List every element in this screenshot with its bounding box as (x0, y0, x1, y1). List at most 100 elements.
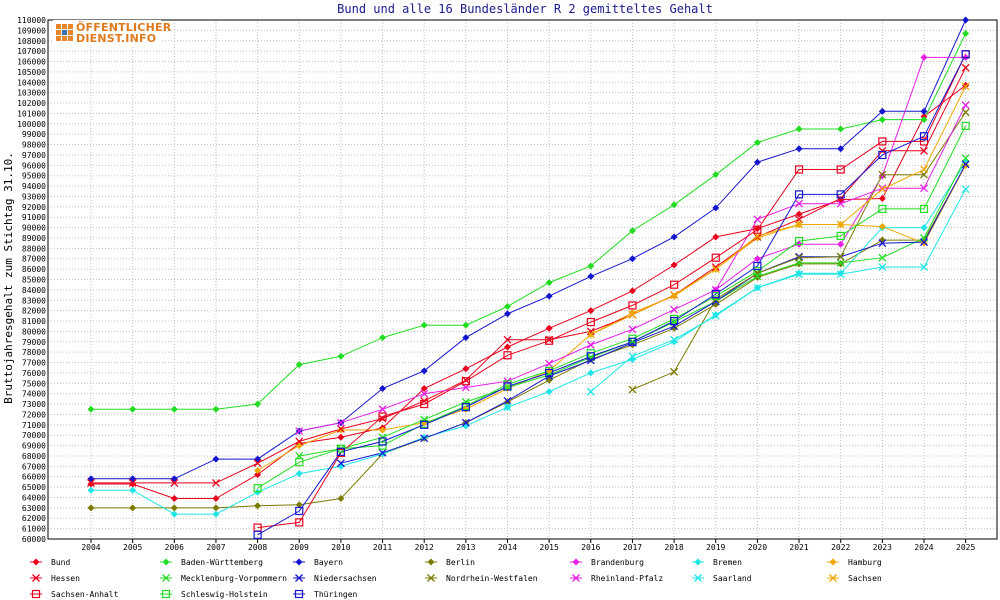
series-line (91, 84, 966, 499)
data-point (920, 116, 928, 124)
x-tick-label: 2022 (831, 543, 850, 552)
data-point (919, 204, 929, 214)
data-point (795, 220, 804, 229)
data-point (545, 292, 553, 300)
y-tick-label: 75000 (22, 379, 46, 388)
data-point (712, 311, 720, 319)
logo-text: ÖFFENTLICHER DIENST.INFO (76, 22, 171, 44)
y-tick-label: 62000 (22, 514, 46, 523)
data-point (295, 574, 303, 582)
y-tick-label: 100000 (17, 120, 46, 129)
legend-label: Bund (51, 558, 70, 567)
y-tick-label: 79000 (22, 338, 46, 347)
y-tick-label: 84000 (22, 286, 46, 295)
data-point (628, 309, 636, 317)
data-point (170, 478, 179, 487)
y-tick-label: 107000 (17, 47, 46, 56)
data-point (129, 504, 137, 512)
series-line (257, 125, 967, 489)
data-point (587, 262, 595, 270)
y-tick-label: 90000 (22, 224, 46, 233)
y-tick-label: 104000 (17, 78, 46, 87)
data-point (753, 267, 762, 276)
data-point (337, 426, 345, 434)
data-point (295, 470, 303, 478)
y-tick-label: 82000 (22, 307, 46, 316)
series-line (91, 33, 967, 410)
data-point (162, 574, 170, 582)
chart-title: Bund und alle 16 Bundesländer R 2 gemitt… (337, 2, 713, 16)
legend-label: Hamburg (848, 558, 882, 567)
y-tick-label: 60000 (22, 535, 46, 544)
data-point (545, 368, 554, 378)
data-point (503, 335, 512, 344)
data-point (670, 292, 678, 300)
y-tick-label: 106000 (17, 58, 46, 67)
data-point (753, 225, 762, 234)
x-tick-label: 2012 (415, 543, 434, 552)
data-point (87, 478, 95, 487)
data-point (961, 108, 970, 117)
data-point (712, 233, 720, 241)
series-markers (87, 16, 970, 539)
data-point (586, 327, 595, 336)
data-point (420, 433, 428, 441)
data-point (572, 558, 580, 566)
data-point (837, 269, 845, 277)
y-tick-label: 72000 (22, 410, 46, 419)
data-point (795, 260, 803, 268)
data-point (837, 125, 845, 133)
data-point (254, 502, 262, 510)
y-tick-label: 99000 (22, 130, 46, 139)
series-line (91, 165, 967, 509)
x-tick-label: 2004 (81, 543, 100, 552)
legend-label: Hessen (51, 574, 80, 583)
data-point (586, 317, 595, 327)
data-point (628, 255, 636, 263)
data-point (628, 301, 637, 310)
data-point (170, 405, 178, 413)
legend-label: Niedersachsen (314, 574, 377, 583)
data-point (129, 480, 137, 488)
x-tick-label: 2021 (789, 543, 808, 552)
data-point (572, 574, 580, 582)
data-point (878, 204, 887, 214)
x-tick-label: 2013 (456, 543, 475, 552)
y-tick-label: 70000 (22, 431, 46, 440)
data-point (586, 330, 595, 339)
data-point (711, 311, 720, 320)
data-point (295, 427, 304, 436)
data-point (87, 486, 95, 494)
data-point (253, 530, 262, 539)
data-point (461, 377, 470, 386)
data-point (336, 447, 345, 456)
data-point (878, 137, 887, 146)
data-point (211, 478, 220, 487)
data-point (503, 382, 512, 391)
y-tick-label: 110000 (17, 16, 46, 25)
data-point (420, 389, 429, 398)
y-tick-label: 87000 (22, 255, 46, 264)
data-point (337, 495, 345, 503)
x-tick-label: 2008 (248, 543, 267, 552)
data-point (254, 400, 262, 408)
y-tick-label: 109000 (17, 26, 46, 35)
data-point (295, 458, 304, 467)
logo-icon (56, 24, 74, 42)
data-point (254, 471, 262, 479)
data-point (87, 480, 95, 488)
data-point (753, 269, 762, 278)
data-point (836, 258, 845, 267)
data-point (253, 484, 262, 493)
data-point (128, 478, 137, 487)
data-point (794, 236, 804, 246)
data-point (878, 146, 887, 155)
data-point (628, 325, 637, 334)
data-point (878, 223, 886, 231)
data-point (461, 398, 470, 406)
data-point (961, 50, 970, 59)
data-point (212, 510, 220, 518)
data-point (753, 225, 761, 233)
data-point (962, 81, 970, 89)
plot-border (47, 19, 998, 540)
